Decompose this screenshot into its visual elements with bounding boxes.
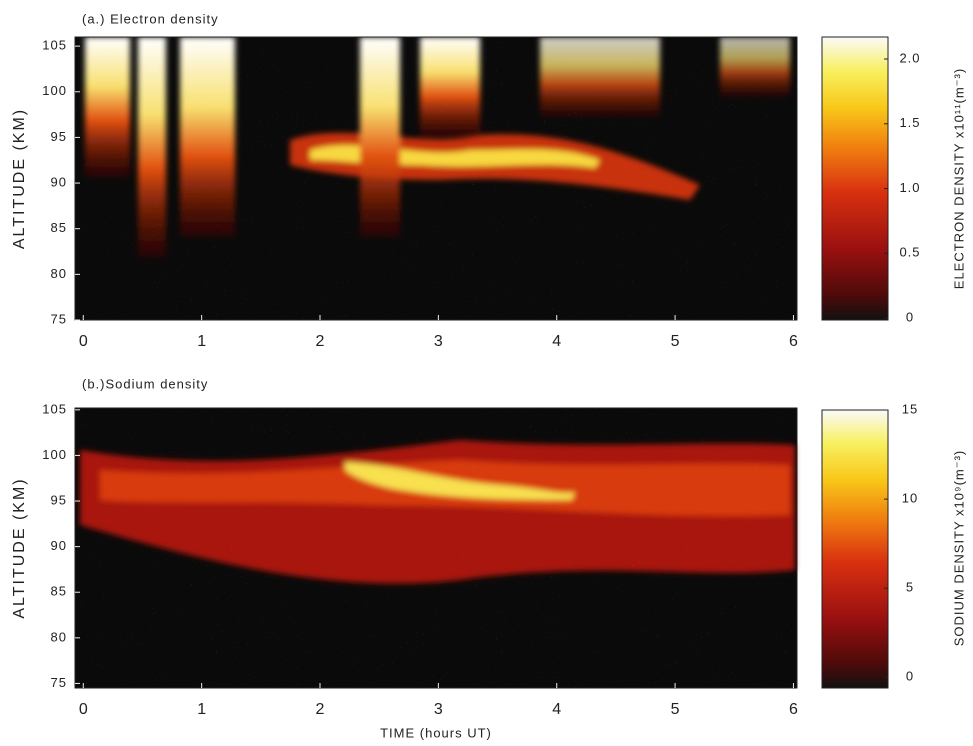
x-tick-label: 5 [671, 701, 680, 718]
y-tick-label: 80 [51, 266, 67, 281]
colorbar-tick-label: 0 [906, 309, 914, 324]
y-tick-label: 85 [51, 584, 67, 599]
x-tick-label: 3 [434, 701, 443, 718]
y-tick-label: 95 [51, 492, 67, 507]
plot-frame [74, 407, 798, 689]
x-tick-label: 1 [197, 701, 206, 718]
colorbar-label: ELECTRON DENSITY x10¹¹(m⁻³) [951, 68, 966, 289]
panel-title: (a.) Electron density [82, 11, 219, 26]
x-tick-label: 0 [79, 333, 88, 350]
colorbar-tick-label: 5 [906, 580, 914, 595]
colorbar-tick-label: 1.0 [899, 180, 920, 195]
x-tick-label: 6 [789, 333, 798, 350]
x-tick-label: 5 [671, 333, 680, 350]
heatmap-image-a [75, 37, 797, 320]
x-tick-label: 4 [552, 333, 561, 350]
x-axis-label: TIME (hours UT) [380, 725, 492, 740]
colorbar-tick-label: 1.5 [899, 115, 920, 130]
colorbar-tick-label: 2.0 [899, 50, 920, 65]
colorbar-image-b [821, 409, 889, 689]
x-tick-label: 3 [434, 333, 443, 350]
heatmap-image-b [75, 408, 797, 688]
y-tick-label: 85 [51, 220, 67, 235]
y-tick-label: 90 [51, 175, 67, 190]
y-tick-label: 95 [51, 129, 67, 144]
y-tick-label: 75 [51, 675, 67, 690]
y-tick-label: 80 [51, 629, 67, 644]
colorbar-tick-label: 0 [906, 669, 914, 684]
y-tick-label: 75 [51, 311, 67, 326]
x-tick-label: 4 [552, 701, 561, 718]
y-tick-label: 100 [42, 83, 67, 98]
plot-frame [74, 36, 798, 321]
y-tick-label: 105 [42, 38, 67, 53]
colorbar-tick-label: 15 [902, 401, 918, 416]
y-tick-label: 105 [42, 401, 67, 416]
x-tick-label: 6 [789, 701, 798, 718]
colorbar-tick-label: 10 [902, 491, 918, 506]
y-axis-label: ALTITUDE (KM) [11, 477, 28, 618]
y-tick-label: 90 [51, 538, 67, 553]
x-tick-label: 2 [316, 701, 325, 718]
y-tick-label: 100 [42, 447, 67, 462]
colorbar-image-a [821, 36, 889, 321]
x-tick-label: 2 [316, 333, 325, 350]
x-tick-label: 0 [79, 701, 88, 718]
colorbar-tick-label: 0.5 [899, 245, 920, 260]
y-axis-label: ALTITUDE (KM) [11, 108, 28, 249]
colorbar-label: SODIUM DENSITY x10⁹(m⁻³) [951, 450, 966, 647]
panel-title: (b.)Sodium density [82, 376, 208, 391]
x-tick-label: 1 [197, 333, 206, 350]
